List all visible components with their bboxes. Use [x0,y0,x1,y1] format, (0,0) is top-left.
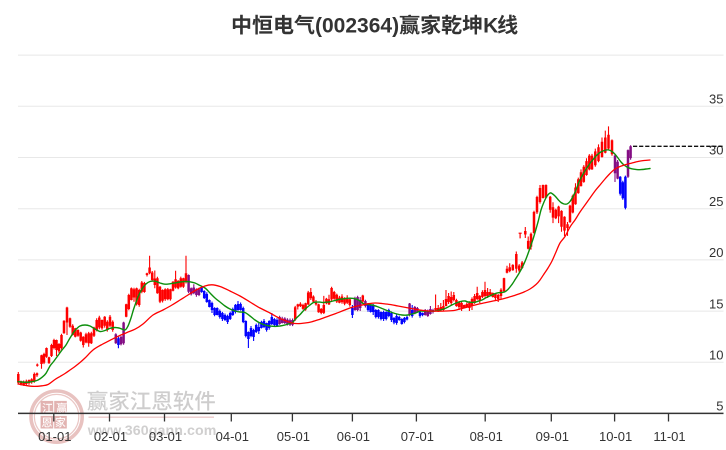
svg-text:(002364): (002364) [315,15,399,38]
svg-text:5: 5 [716,399,723,414]
svg-text:15: 15 [709,296,723,311]
svg-text:20: 20 [709,245,723,260]
svg-text:K: K [483,15,498,38]
svg-text:01-01: 01-01 [38,429,71,444]
svg-text:25: 25 [709,194,723,209]
svg-text:05-01: 05-01 [277,429,310,444]
svg-text:09-01: 09-01 [536,429,569,444]
svg-text:07-01: 07-01 [401,429,434,444]
svg-text:30: 30 [709,143,723,158]
svg-text:06-01: 06-01 [337,429,370,444]
svg-text:10-01: 10-01 [599,429,632,444]
svg-text:35: 35 [709,92,723,107]
svg-text:02-01: 02-01 [94,429,127,444]
svg-text:08-01: 08-01 [470,429,503,444]
svg-text:03-01: 03-01 [149,429,182,444]
svg-text:11-01: 11-01 [653,429,685,444]
svg-text:www.360gann.com: www.360gann.com [87,423,217,439]
svg-text:10: 10 [709,348,723,363]
svg-text:04-01: 04-01 [216,429,249,444]
